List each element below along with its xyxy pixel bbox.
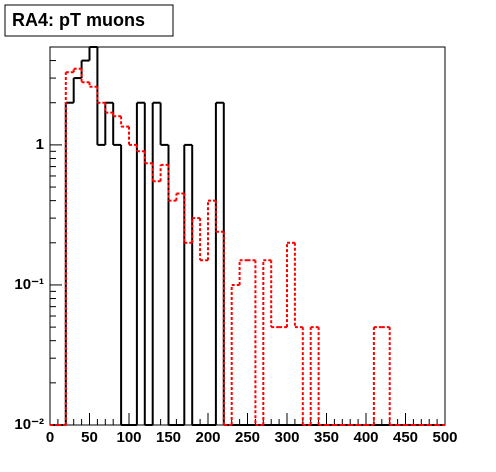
x-tick-label: 50 [81,429,98,446]
x-tick-label: 200 [195,429,220,446]
x-tick-label: 150 [156,429,181,446]
x-tick-label: 0 [46,429,54,446]
y-tick-label: 10⁻² [14,416,44,433]
x-tick-label: 400 [353,429,378,446]
x-tick-label: 350 [314,429,339,446]
y-tick-label: 10⁻¹ [14,276,44,293]
x-tick-label: 500 [432,429,457,446]
x-tick-label: 250 [235,429,260,446]
y-tick-label: 1 [36,136,44,153]
chart-title: RA4: pT muons [12,10,145,30]
title-box [4,4,174,37]
x-tick-label: 300 [274,429,299,446]
x-tick-label: 450 [393,429,418,446]
x-tick-label: 100 [116,429,141,446]
